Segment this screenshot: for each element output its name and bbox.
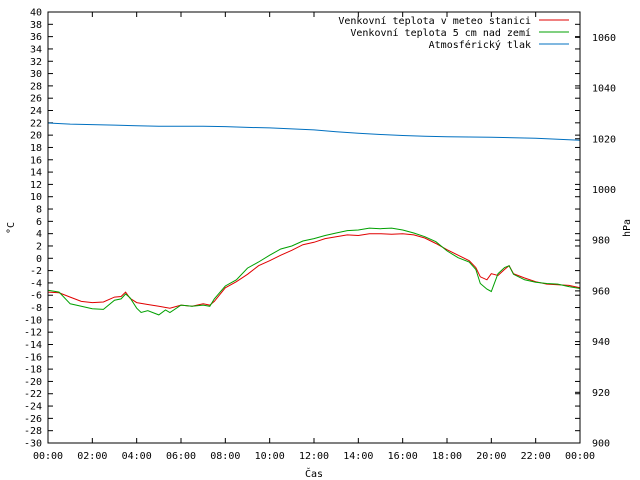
y-tick-label: 34 [30,44,42,55]
left-axis-ticks: -30-28-26-24-22-20-18-16-14-12-10-8-6-4-… [24,8,580,450]
y-tick-label: -4 [30,278,42,289]
x-axis-title: Čas [305,467,323,480]
y-axis-title: °C [6,222,17,234]
y-tick-label: 38 [30,20,42,31]
y-tick-label: -18 [24,365,42,376]
y-tick-label: -24 [24,402,42,413]
x-tick-label: 00:00 [33,451,63,462]
y2-tick-label: 1060 [592,33,616,44]
y2-tick-label: 960 [592,286,610,297]
x-tick-label: 04:00 [122,451,152,462]
plot-frame [47,11,581,444]
y-tick-label: 16 [30,155,42,166]
y-tick-label: 14 [30,168,42,179]
legend-label-1: Venkovní teplota 5 cm nad zemí [350,27,531,39]
y2-tick-label: 940 [592,337,610,348]
x-tick-label: 22:00 [521,451,551,462]
y-tick-label: -10 [24,315,42,326]
y-tick-label: -22 [24,389,42,400]
legend-label-0: Venkovní teplota v meteo stanici [338,15,531,27]
y2-tick-label: 920 [592,388,610,399]
y2-tick-label: 1040 [592,84,616,95]
x-tick-label: 10:00 [255,451,285,462]
y2-axis-title: hPa [622,219,633,237]
y-tick-label: 0 [36,254,42,265]
bottom-axis-ticks: 00:00 02:00 04:00 06:00 08:00 10:00 12:00 14:00… [33,12,595,462]
y-tick-label: 4 [36,229,42,240]
y-tick-label: 10 [30,192,42,203]
y-tick-label: -8 [30,303,42,314]
y-tick-label: 22 [30,118,42,129]
y-tick-label: 32 [30,57,42,68]
y2-tick-label: 900 [592,439,610,450]
y-tick-label: 40 [30,8,42,19]
x-tick-label: 18:00 [432,451,462,462]
x-tick-label: 08:00 [210,451,240,462]
y-tick-label: -20 [24,377,42,388]
x-tick-label: 16:00 [388,451,418,462]
x-tick-label: 00:00 [565,451,595,462]
y-tick-label: -28 [24,426,42,437]
y-tick-label: -14 [24,340,42,351]
y-tick-label: -12 [24,328,42,339]
y2-tick-label: 1000 [592,185,616,196]
y-tick-label: 28 [30,81,42,92]
y-tick-label: 18 [30,143,42,154]
y-tick-label: 36 [30,32,42,43]
series-line-1 [47,227,581,316]
x-tick-label: 12:00 [299,451,329,462]
y-tick-label: 8 [36,205,42,216]
series-line-2 [47,122,581,141]
legend: Venkovní teplota v meteo stanici Venkovn… [338,15,569,51]
x-tick-label: 06:00 [166,451,196,462]
y-tick-label: -30 [24,439,42,450]
y-tick-label: 2 [36,241,42,252]
series-lines [47,122,581,316]
right-axis-ticks: 900 920 940 960 980 1000 1020 1040 1060 [575,33,616,450]
x-tick-label: 20:00 [476,451,506,462]
y-tick-label: -26 [24,414,42,425]
y-tick-label: 20 [30,131,42,142]
y2-tick-label: 980 [592,236,610,247]
y-tick-label: 26 [30,94,42,105]
y-tick-label: -6 [30,291,42,302]
y-tick-label: 24 [30,106,42,117]
y-tick-label: 12 [30,180,42,191]
x-tick-label: 02:00 [77,451,107,462]
y2-tick-label: 1020 [592,134,616,145]
y-tick-label: -16 [24,352,42,363]
y-tick-label: -2 [30,266,42,277]
x-tick-label: 14:00 [343,451,373,462]
legend-label-2: Atmosférický tlak [429,39,531,51]
y-tick-label: 30 [30,69,42,80]
y-tick-label: 6 [36,217,42,228]
